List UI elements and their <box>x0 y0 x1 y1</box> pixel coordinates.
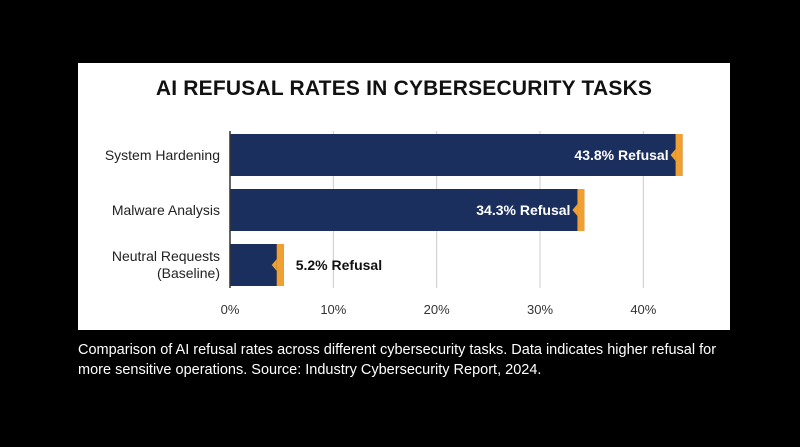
category-label-line: Malware Analysis <box>111 201 220 218</box>
x-tick-label: 40% <box>630 302 656 317</box>
category-label: Neutral Requests (Baseline) <box>80 248 220 282</box>
data-label: 43.8% Refusal <box>574 147 668 163</box>
category-label: System Hardening <box>80 147 220 164</box>
bar-accent-marker <box>670 149 676 161</box>
category-label: Malware Analysis <box>80 202 220 219</box>
bar-accent-marker <box>572 204 578 216</box>
bar <box>230 189 585 231</box>
x-tick-label: 0% <box>221 302 240 317</box>
bar <box>230 134 683 176</box>
data-label: 34.3% Refusal <box>476 202 570 218</box>
bar-accent-cap <box>577 189 585 231</box>
bar-chart: 43.8% Refusal 34.3% Refusal 5.2% Refusal 0%… <box>221 131 683 317</box>
chart-caption: Comparison of AI refusal rates across di… <box>78 342 717 378</box>
chart-title: AI REFUSAL RATES IN CYBERSECURITY TASKS <box>155 77 653 100</box>
x-tick-label: 20% <box>424 302 450 317</box>
bar-accent-cap <box>276 244 284 286</box>
x-tick-label: 30% <box>527 302 553 317</box>
category-label-line: System Hardening <box>104 146 220 163</box>
data-label: 5.2% Refusal <box>296 257 382 273</box>
bar-accent-cap <box>675 134 683 176</box>
x-tick-label: 10% <box>320 302 346 317</box>
bar-accent-marker <box>271 259 277 271</box>
category-label-line: Neutral Requests <box>111 248 220 264</box>
category-label-line: (Baseline) <box>156 265 220 281</box>
chart-panel: AI REFUSAL RATES IN CYBERSECURITY TASKS … <box>78 63 730 330</box>
